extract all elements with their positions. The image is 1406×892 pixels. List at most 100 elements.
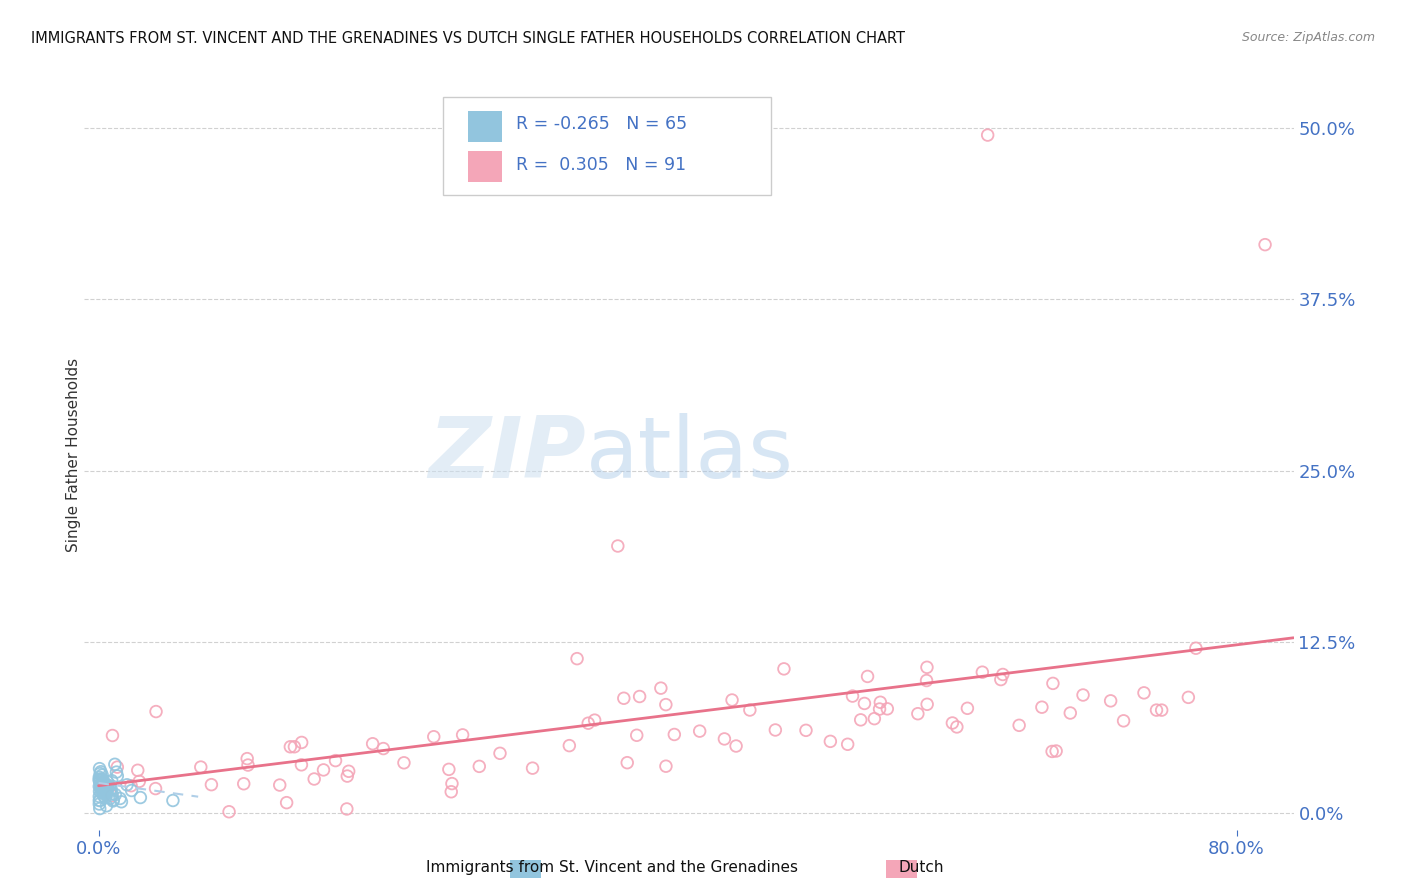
Point xyxy=(89,797,111,811)
Point xyxy=(972,665,994,680)
Point xyxy=(115,778,138,792)
Point xyxy=(89,766,111,780)
Point xyxy=(101,729,124,743)
Point xyxy=(91,772,114,787)
Point xyxy=(907,706,929,721)
Point xyxy=(1031,700,1053,714)
Point xyxy=(373,741,395,756)
Point xyxy=(98,784,121,798)
Text: R =  0.305   N = 91: R = 0.305 N = 91 xyxy=(516,156,686,174)
Point xyxy=(100,781,122,796)
Point xyxy=(650,681,672,695)
Point xyxy=(565,651,588,665)
Point xyxy=(440,776,463,790)
Point xyxy=(606,539,628,553)
Point xyxy=(1150,703,1173,717)
Point xyxy=(869,702,891,716)
Point xyxy=(302,772,325,786)
Point xyxy=(128,774,150,789)
Point xyxy=(89,789,111,804)
Point xyxy=(522,761,544,775)
Point xyxy=(94,783,117,797)
Point xyxy=(93,786,115,800)
Point xyxy=(290,757,312,772)
Point xyxy=(849,713,872,727)
Point xyxy=(91,781,114,796)
Text: R = -0.265   N = 65: R = -0.265 N = 65 xyxy=(516,115,688,133)
Point xyxy=(218,805,240,819)
Point xyxy=(200,778,222,792)
Point xyxy=(145,705,167,719)
Point xyxy=(655,698,678,712)
Point xyxy=(392,756,415,770)
Point xyxy=(915,698,938,712)
Point xyxy=(89,793,111,807)
Text: atlas: atlas xyxy=(586,413,794,497)
Point xyxy=(869,695,891,709)
Point xyxy=(121,783,143,797)
Point xyxy=(101,787,124,801)
Point xyxy=(93,782,115,797)
Point xyxy=(94,786,117,800)
Point xyxy=(583,713,606,727)
Text: Dutch: Dutch xyxy=(898,860,943,874)
Point xyxy=(616,756,638,770)
Point xyxy=(853,697,876,711)
Point xyxy=(91,768,114,782)
Point xyxy=(89,780,111,794)
Point xyxy=(856,669,879,683)
Point xyxy=(103,793,125,807)
Point xyxy=(721,693,744,707)
Point xyxy=(96,785,118,799)
Point xyxy=(1059,706,1081,720)
Point xyxy=(915,660,938,674)
Point xyxy=(93,776,115,790)
Point xyxy=(440,785,463,799)
Point xyxy=(93,789,115,804)
Point xyxy=(104,788,127,802)
Point xyxy=(489,747,512,761)
Point xyxy=(325,754,347,768)
Point xyxy=(423,730,446,744)
Point xyxy=(94,791,117,805)
Point xyxy=(90,785,112,799)
Point xyxy=(1071,688,1094,702)
Point xyxy=(91,784,114,798)
Point xyxy=(236,758,259,772)
Point xyxy=(91,785,114,799)
Y-axis label: Single Father Households: Single Father Households xyxy=(66,358,80,552)
Point xyxy=(1008,718,1031,732)
Point xyxy=(451,728,474,742)
Point xyxy=(976,128,998,142)
Point xyxy=(558,739,581,753)
Point xyxy=(96,784,118,798)
Text: IMMIGRANTS FROM ST. VINCENT AND THE GRENADINES VS DUTCH SINGLE FATHER HOUSEHOLDS: IMMIGRANTS FROM ST. VINCENT AND THE GREN… xyxy=(31,31,905,46)
Point xyxy=(89,773,111,788)
Point xyxy=(794,723,817,738)
Point xyxy=(96,778,118,792)
Point xyxy=(108,791,131,805)
Point xyxy=(100,773,122,788)
Point xyxy=(93,779,115,793)
Point xyxy=(89,762,111,776)
Point xyxy=(98,779,121,793)
Point xyxy=(1042,676,1064,690)
Point xyxy=(94,784,117,798)
Point xyxy=(628,690,651,704)
Point xyxy=(1177,690,1199,705)
Point xyxy=(820,734,842,748)
Point xyxy=(90,764,112,779)
Point xyxy=(941,716,963,731)
Point xyxy=(162,793,184,807)
Text: Immigrants from St. Vincent and the Grenadines: Immigrants from St. Vincent and the Gren… xyxy=(426,860,797,874)
Point xyxy=(915,673,938,688)
Point xyxy=(90,776,112,790)
Point xyxy=(90,778,112,792)
Point xyxy=(991,667,1014,681)
Point xyxy=(763,723,786,737)
Point xyxy=(990,673,1012,687)
Point xyxy=(1185,641,1208,656)
Point xyxy=(336,802,359,816)
Point xyxy=(337,764,360,779)
Point xyxy=(232,777,254,791)
